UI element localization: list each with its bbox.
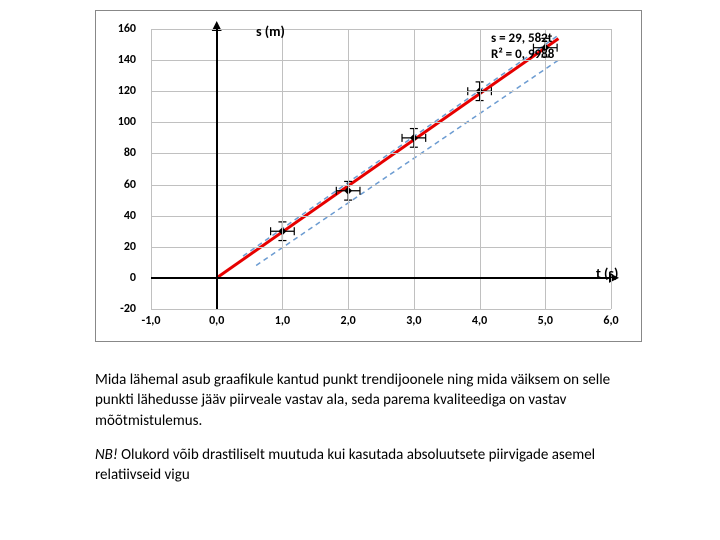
caption-paragraph-1: Mida lähemal asub graafikule kantud punk… xyxy=(95,370,635,431)
y-tick-label: 140 xyxy=(96,53,136,67)
y-tick-label: 120 xyxy=(96,84,136,98)
x-tick-label: 4,0 xyxy=(460,314,500,328)
plot-area: -1,00,01,02,03,04,05,06,0-20020406080100… xyxy=(151,29,611,309)
chart-frame: -1,0 0,0 1,0 2,0 3,0 4,0 5,0 6,0 -20 0 20 40 60 80 100… xyxy=(95,10,642,342)
y-tick-label: 100 xyxy=(96,115,136,129)
x-tick-label: 1,0 xyxy=(262,314,302,328)
x-tick-label: 2,0 xyxy=(328,314,368,328)
y-tick-label: 60 xyxy=(96,178,136,192)
x-tick-label: -1,0 xyxy=(131,314,171,328)
y-tick-label: 80 xyxy=(96,146,136,160)
x-tick-label: 5,0 xyxy=(525,314,565,328)
x-tick-label: 3,0 xyxy=(394,314,434,328)
caption-block: Mida lähemal asub graafikule kantud punk… xyxy=(95,370,635,499)
chart-svg xyxy=(151,29,611,309)
x-axis-title: t (s) xyxy=(596,265,618,282)
caption-p2-rest: Olukord võib drastiliselt muutuda kui ka… xyxy=(95,446,595,484)
y-tick-label: 40 xyxy=(96,209,136,223)
equation-line-1: s = 29, 582t xyxy=(491,31,554,47)
y-tick-label: 160 xyxy=(96,22,136,36)
caption-paragraph-2: NB! Olukord võib drastiliselt muutuda ku… xyxy=(95,445,635,486)
trend-equation: s = 29, 582t R² = 0, 9988 xyxy=(491,31,554,62)
x-tick-label: 6,0 xyxy=(591,314,631,328)
y-tick-label: 0 xyxy=(96,271,136,285)
nb-prefix: NB! xyxy=(95,446,118,464)
y-tick-label: -20 xyxy=(96,302,136,316)
equation-line-2: R² = 0, 9988 xyxy=(491,47,554,63)
y-tick-label: 20 xyxy=(96,240,136,254)
y-axis-title: s (m) xyxy=(256,23,285,40)
x-tick-label: 0,0 xyxy=(197,314,237,328)
